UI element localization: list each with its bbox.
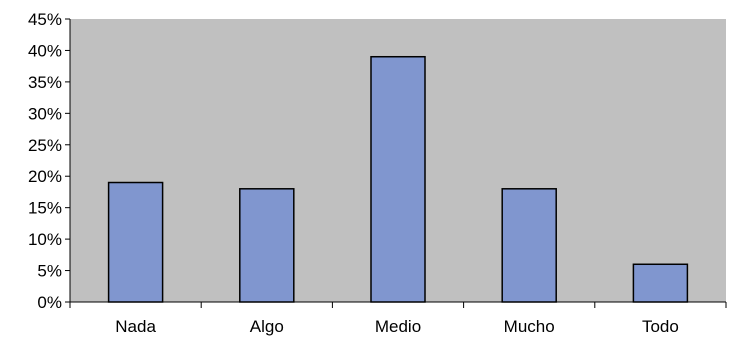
x-category-label: Algo	[250, 317, 284, 336]
x-category-label: Medio	[375, 317, 421, 336]
y-tick-label: 40%	[28, 41, 62, 60]
bar-todo	[632, 263, 689, 303]
y-tick-label: 45%	[28, 10, 62, 29]
y-axis-ticks: 0% 5% 10% 15% 20% 25% 30% 35% 40% 45%	[28, 10, 70, 312]
bar-mucho	[501, 188, 557, 303]
y-tick-label: 30%	[28, 104, 62, 123]
y-tick-label: 35%	[28, 73, 62, 92]
x-category-label: Todo	[642, 317, 679, 336]
bars-group	[107, 55, 689, 303]
y-tick-label: 10%	[28, 230, 62, 249]
y-tick-label: 25%	[28, 136, 62, 155]
bar-medio	[370, 55, 426, 303]
x-category-label: Nada	[115, 317, 156, 336]
x-category-label: Mucho	[504, 317, 555, 336]
y-tick-label: 15%	[28, 199, 62, 218]
y-tick-label: 0%	[37, 293, 62, 312]
y-tick-label: 5%	[37, 262, 62, 281]
bar-nada	[107, 181, 164, 303]
x-axis-ticks: Nada Algo Medio Mucho Todo	[69, 302, 727, 336]
y-tick-label: 20%	[28, 167, 62, 186]
bar-algo	[239, 188, 295, 303]
